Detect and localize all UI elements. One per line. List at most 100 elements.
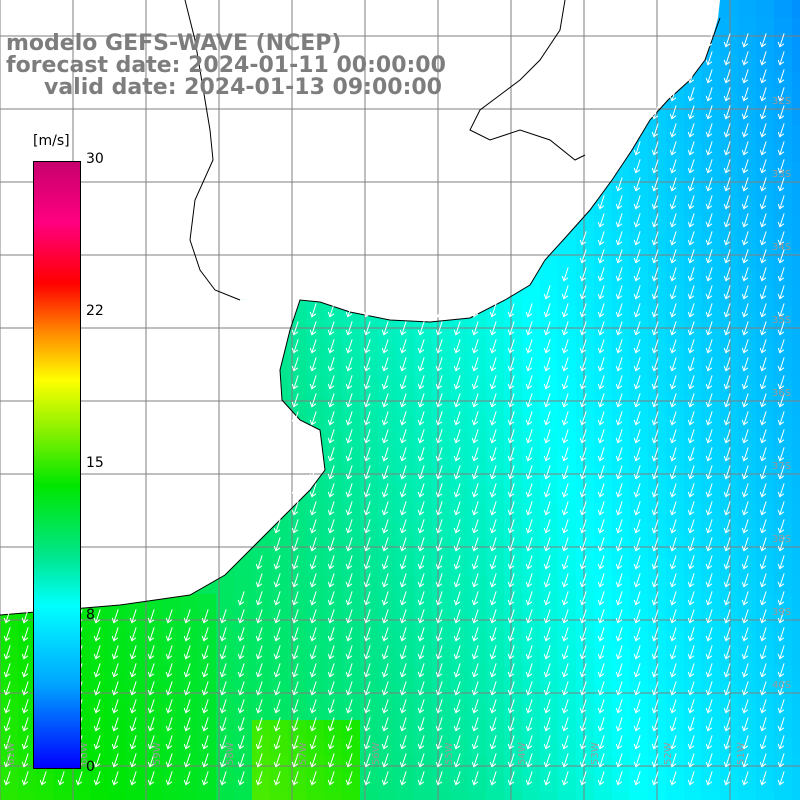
wind-arrow [435, 519, 443, 534]
wind-arrow [489, 699, 497, 714]
wind-arrow [579, 339, 587, 354]
wind-arrow [507, 357, 515, 372]
wind-arrow [219, 645, 227, 660]
field-cell [450, 792, 468, 800]
wind-arrow [327, 411, 335, 426]
wind-arrow [687, 213, 695, 228]
wind-arrow [741, 447, 749, 462]
wind-arrow [687, 303, 695, 318]
lon-label: 54W [517, 742, 528, 765]
wind-arrow [741, 717, 749, 732]
wind-arrow [309, 519, 317, 534]
wind-arrow [381, 699, 389, 714]
wind-arrow [723, 123, 731, 138]
field-cell [504, 792, 522, 800]
wind-arrow [633, 195, 641, 210]
wind-arrow [525, 411, 533, 426]
field-cell [792, 666, 800, 684]
wind-arrow [471, 321, 479, 336]
wind-arrow [201, 717, 209, 732]
wind-arrow [561, 591, 569, 606]
wind-arrow [705, 69, 713, 84]
wind-arrow [507, 303, 515, 318]
wind-arrow [651, 267, 659, 282]
wind-arrow [435, 411, 443, 426]
wind-arrow [669, 267, 677, 282]
wind-arrow [255, 645, 263, 660]
wind-arrow [453, 411, 461, 426]
wind-arrow [453, 555, 461, 570]
wind-arrow [651, 699, 659, 714]
wind-arrow [129, 645, 137, 660]
wind-arrow [669, 141, 677, 156]
wind-arrow [669, 573, 677, 588]
wind-arrow [597, 285, 605, 300]
wind-arrow [723, 699, 731, 714]
wind-arrow [687, 231, 695, 246]
wind-arrow [651, 753, 659, 768]
wind-arrow [417, 465, 425, 480]
wind-arrow [345, 411, 353, 426]
wind-arrow [471, 735, 479, 750]
wind-arrow [705, 177, 713, 192]
wind-arrow [759, 303, 767, 318]
field-cell [792, 0, 800, 18]
wind-arrow [327, 465, 335, 480]
lon-label: 53W [590, 742, 601, 765]
wind-arrow [633, 483, 641, 498]
wind-arrow [651, 195, 659, 210]
wind-arrow [111, 609, 119, 624]
wind-arrow [705, 681, 713, 696]
wind-arrow [759, 33, 767, 48]
wind-arrow [399, 483, 407, 498]
field-cell [468, 792, 486, 800]
wind-arrow [597, 501, 605, 516]
wind-arrow [471, 555, 479, 570]
lon-label: 58W [225, 742, 236, 765]
wind-arrow [723, 753, 731, 768]
wind-arrow [309, 771, 317, 786]
wind-arrow [651, 141, 659, 156]
wind-arrow [525, 627, 533, 642]
field-cell [792, 504, 800, 522]
wind-arrow [237, 699, 245, 714]
wind-arrow [291, 375, 299, 390]
wind-arrow [669, 465, 677, 480]
wind-arrow [309, 537, 317, 552]
wind-arrow [399, 447, 407, 462]
wind-arrow [471, 519, 479, 534]
wind-arrow [651, 321, 659, 336]
wind-arrow [615, 591, 623, 606]
wind-arrow [597, 699, 605, 714]
wind-arrow [435, 375, 443, 390]
wind-arrow [435, 717, 443, 732]
wind-arrow [579, 627, 587, 642]
field-cell [270, 792, 288, 800]
wind-arrow [435, 753, 443, 768]
wind-arrow [669, 357, 677, 372]
wind-arrow [615, 447, 623, 462]
field-cell [792, 522, 800, 540]
border-line [184, 0, 241, 301]
wind-arrow [435, 483, 443, 498]
wind-arrow [471, 483, 479, 498]
wind-arrow [579, 249, 587, 264]
wind-arrow [687, 51, 695, 66]
wind-arrow [489, 753, 497, 768]
wind-arrow [579, 681, 587, 696]
wind-arrow [759, 537, 767, 552]
wind-arrow [597, 249, 605, 264]
wind-arrow [21, 681, 29, 696]
field-cell [540, 792, 558, 800]
wind-arrow [723, 105, 731, 120]
field-cell [792, 342, 800, 360]
wind-arrow [309, 753, 317, 768]
wind-arrow [219, 735, 227, 750]
wind-arrow [723, 411, 731, 426]
field-cell [738, 792, 756, 800]
field-cell [792, 18, 800, 36]
wind-arrow [363, 321, 371, 336]
wind-arrow [363, 339, 371, 354]
wind-arrow [435, 537, 443, 552]
wind-arrow [705, 285, 713, 300]
